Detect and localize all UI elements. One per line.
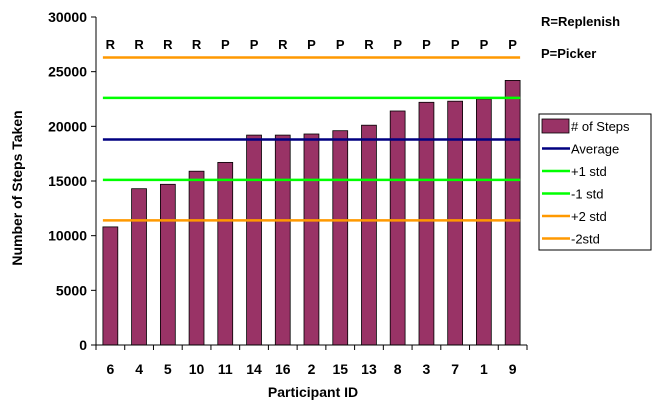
bar-2 <box>303 133 320 346</box>
x-tick-label: 9 <box>509 361 517 377</box>
y-axis-title: Number of Steps Taken <box>9 110 25 265</box>
x-tick-label: 10 <box>189 361 205 377</box>
legend-box <box>538 113 652 251</box>
replenish-key: R=Replenish <box>541 14 620 29</box>
role-label: R <box>364 37 374 52</box>
role-label: R <box>106 37 116 52</box>
x-tick-label: 6 <box>106 361 114 377</box>
y-tick-label: 15000 <box>48 173 87 189</box>
role-label: P <box>422 37 431 52</box>
x-tick-label: 11 <box>218 361 233 377</box>
legend-label: Average <box>571 142 619 157</box>
axes <box>91 16 528 350</box>
bar-10 <box>188 170 205 346</box>
x-tick-label: 4 <box>135 361 143 377</box>
bar-16 <box>274 134 291 346</box>
bar-6 <box>102 226 119 346</box>
x-tick-label: 8 <box>394 361 402 377</box>
bar-8 <box>389 110 406 346</box>
x-tick-label: 7 <box>451 361 459 377</box>
legend-label: -1 std <box>571 187 604 202</box>
plot-area <box>102 80 521 346</box>
x-tick-label: 14 <box>246 361 262 377</box>
picker-key: P=Picker <box>541 46 596 61</box>
y-tick-label: 5000 <box>56 282 87 298</box>
bar-14 <box>246 134 262 346</box>
x-tick-label: 13 <box>361 361 377 377</box>
role-label: P <box>480 37 489 52</box>
x-tick-label: 15 <box>332 361 348 377</box>
role-label: R <box>134 37 144 52</box>
role-label: P <box>508 37 517 52</box>
role-label: P <box>307 37 316 52</box>
bar-4 <box>131 188 147 346</box>
legend-label: +1 std <box>571 164 607 179</box>
y-tick-label: 20000 <box>48 118 87 134</box>
legend-label: +2 std <box>571 209 607 224</box>
y-tick-labels: 0 5000 10000 15000 20000 25000 30000 <box>48 9 87 353</box>
bar-15 <box>332 130 349 346</box>
bar-7 <box>447 100 464 346</box>
x-tick-label: 3 <box>423 361 431 377</box>
x-tick-label: 1 <box>480 361 488 377</box>
bar-13 <box>361 124 377 346</box>
y-tick-label: 30000 <box>48 9 87 25</box>
bar-1 <box>475 98 492 346</box>
reference-lines <box>102 56 521 222</box>
x-tick-labels: 6 4 5 10 11 14 16 2 15 13 8 3 7 1 9 <box>106 361 516 377</box>
legend-swatch <box>541 118 570 134</box>
x-tick-label: 16 <box>275 361 291 377</box>
role-label: R <box>163 37 173 52</box>
y-tick-label: 0 <box>79 337 87 353</box>
x-axis-title: Participant ID <box>268 384 358 400</box>
role-label: P <box>393 37 402 52</box>
bar-5 <box>159 183 176 346</box>
legend-label: # of Steps <box>571 119 630 134</box>
role-label: R <box>278 37 288 52</box>
x-tick-label: 2 <box>308 361 316 377</box>
role-label: R <box>192 37 202 52</box>
y-tick-label: 10000 <box>48 228 87 244</box>
legend: # of Steps Average +1 std -1 std +2 std -2std <box>538 113 652 251</box>
y-tick-label: 25000 <box>48 64 87 80</box>
role-label: P <box>336 37 345 52</box>
x-tick-label: 5 <box>164 361 172 377</box>
bar-9 <box>504 80 521 346</box>
role-label: P <box>451 37 460 52</box>
legend-label: -2std <box>571 232 600 247</box>
role-label: P <box>250 37 259 52</box>
role-label: P <box>221 37 230 52</box>
bar-11 <box>217 161 234 346</box>
